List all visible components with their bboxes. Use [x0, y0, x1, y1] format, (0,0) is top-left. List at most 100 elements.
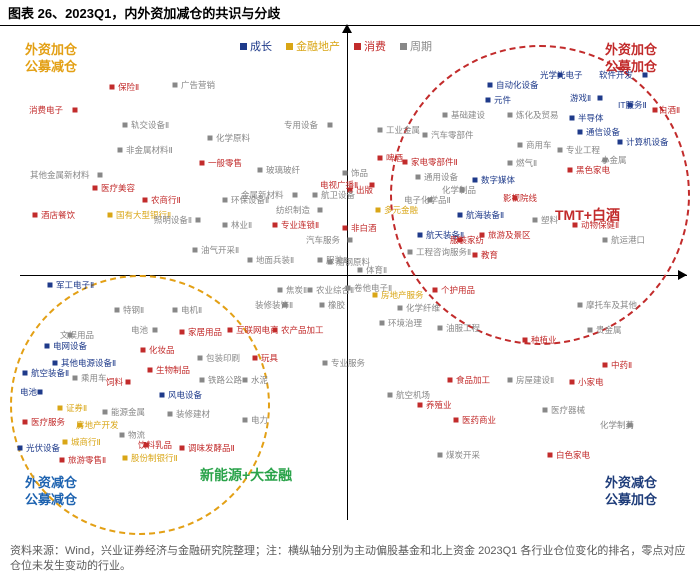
legend: 成长金融地产消费周期 [240, 38, 432, 54]
scatter-point [110, 85, 115, 90]
legend-marker-icon [400, 43, 407, 50]
scatter-point [373, 293, 378, 298]
scatter-point [308, 288, 313, 293]
scatter-label: 航空装备Ⅱ [31, 367, 69, 379]
corner-line1: 外资加仓 [605, 42, 657, 57]
scatter-point [258, 168, 263, 173]
scatter-label: 煤炭开采 [446, 449, 480, 461]
scatter-point [313, 193, 318, 198]
scatter-point [508, 161, 513, 166]
scatter-label: 基础建设 [451, 109, 485, 121]
legend-label: 金融地产 [296, 38, 340, 54]
scatter-point [123, 123, 128, 128]
x-axis-arrow [678, 270, 687, 280]
scatter-label: 自动化设备 [496, 79, 539, 91]
xny-djr: 新能源+大金融 [200, 465, 292, 485]
scatter-label: 化学原料 [216, 132, 250, 144]
scatter-label: 游戏Ⅱ [570, 92, 591, 104]
scatter-label: 食品加工 [456, 374, 490, 386]
scatter-point [570, 116, 575, 121]
scatter-point [118, 148, 123, 153]
scatter-label: 橡胶 [328, 299, 345, 311]
scatter-point [278, 288, 283, 293]
scatter-point [473, 178, 478, 183]
scatter-label: 装修装饰Ⅱ [255, 299, 293, 311]
scatter-point [173, 308, 178, 313]
scatter-plot: 成长金融地产消费周期 外资加仓 公募减仓 外资加仓 公募加仓 外资减仓 公募减仓… [20, 30, 675, 520]
scatter-label: 家电零部件Ⅱ [411, 156, 458, 168]
corner-line1: 外资加仓 [25, 42, 77, 57]
scatter-label: 航运港口 [611, 234, 645, 246]
scatter-label: 装修建材 [176, 408, 210, 420]
scatter-label: 中药Ⅱ [611, 359, 632, 371]
scatter-point [488, 83, 493, 88]
scatter-label: 家居用品 [188, 326, 222, 338]
scatter-point [228, 328, 233, 333]
scatter-point [418, 403, 423, 408]
scatter-label: 农商行Ⅱ [151, 194, 181, 206]
scatter-point [53, 361, 58, 366]
scatter-point [273, 223, 278, 228]
scatter-point [558, 148, 563, 153]
legend-item: 消费 [354, 38, 386, 54]
chart-title: 图表 26、2023Q1，内外资加减仓的共识与分歧 [0, 0, 700, 26]
scatter-point [328, 260, 333, 265]
scatter-point [548, 453, 553, 458]
scatter-label: 电力 [251, 414, 268, 426]
scatter-label: 风电设备 [168, 389, 202, 401]
scatter-point [141, 348, 146, 353]
scatter-label: 金属新材料 [241, 189, 284, 201]
scatter-point [223, 223, 228, 228]
scatter-label: 商用车 [526, 139, 552, 151]
scatter-point [543, 408, 548, 413]
corner-label-top-left: 外资加仓 公募减仓 [25, 42, 77, 76]
scatter-point [126, 380, 131, 385]
scatter-label: 证券Ⅱ [66, 402, 87, 414]
scatter-point [438, 326, 443, 331]
scatter-label: 保险Ⅱ [118, 81, 139, 93]
scatter-label: 林业Ⅱ [231, 219, 252, 231]
scatter-point [60, 458, 65, 463]
scatter-point [23, 371, 28, 376]
scatter-label: 炼化及贸易 [516, 109, 559, 121]
scatter-label: 航海装备Ⅱ [466, 209, 504, 221]
scatter-label: 乘用车 [81, 372, 107, 384]
scatter-label: 广告营销 [181, 79, 215, 91]
scatter-point [115, 308, 120, 313]
scatter-point [103, 410, 108, 415]
scatter-point [48, 283, 53, 288]
scatter-label: 地面兵装Ⅱ [256, 254, 294, 266]
scatter-label: 动物保健Ⅱ [581, 219, 619, 231]
scatter-point [243, 378, 248, 383]
scatter-point [473, 253, 478, 258]
scatter-label: 半导体 [578, 112, 604, 124]
scatter-point [618, 140, 623, 145]
scatter-label: 光学光电子 [540, 69, 583, 81]
scatter-label: 照明设备Ⅱ [154, 214, 192, 226]
scatter-label: 多元金融 [384, 204, 418, 216]
scatter-point [196, 218, 201, 223]
corner-line2: 公募减仓 [25, 59, 77, 74]
scatter-point [578, 303, 583, 308]
scatter-label: 饮料乳品 [138, 439, 172, 451]
scatter-label: 影视院线 [503, 192, 537, 204]
legend-item: 金融地产 [286, 38, 340, 54]
scatter-label: 玩具 [261, 352, 278, 364]
scatter-point [523, 338, 528, 343]
scatter-label: 农产品加工 [281, 324, 324, 336]
scatter-label: 其他金属新材料 [30, 169, 90, 181]
scatter-label: 教育 [481, 249, 498, 261]
scatter-label: 军工电子Ⅱ [56, 279, 94, 291]
scatter-point [318, 258, 323, 263]
scatter-label: 光伏设备 [26, 442, 60, 454]
scatter-point [443, 113, 448, 118]
scatter-point [180, 330, 185, 335]
scatter-point [418, 233, 423, 238]
scatter-point [454, 418, 459, 423]
scatter-point [45, 344, 50, 349]
scatter-label: 酒店餐饮 [41, 209, 75, 221]
scatter-point [403, 160, 408, 165]
scatter-point [643, 73, 648, 78]
scatter-point [423, 133, 428, 138]
scatter-label: 生物制品 [156, 364, 190, 376]
